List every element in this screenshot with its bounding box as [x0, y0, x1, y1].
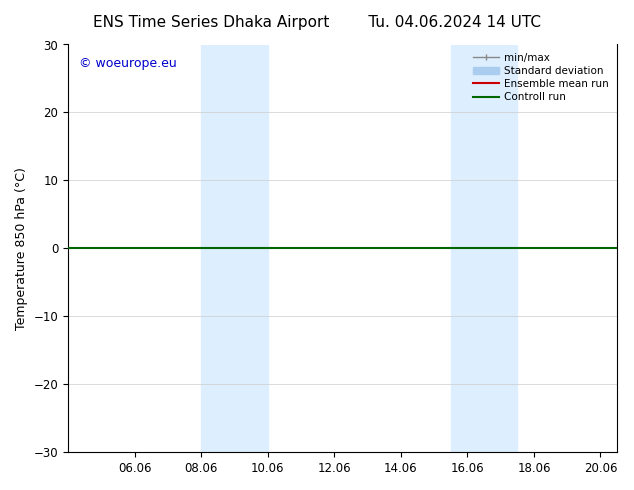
Bar	[451, 45, 517, 452]
Text: ENS Time Series Dhaka Airport        Tu. 04.06.2024 14 UTC: ENS Time Series Dhaka Airport Tu. 04.06.…	[93, 15, 541, 30]
Text: © woeurope.eu: © woeurope.eu	[79, 57, 177, 70]
Legend: min/max, Standard deviation, Ensemble mean run, Controll run: min/max, Standard deviation, Ensemble me…	[470, 49, 612, 105]
Bar	[201, 45, 268, 452]
Y-axis label: Temperature 850 hPa (°C): Temperature 850 hPa (°C)	[15, 167, 28, 330]
